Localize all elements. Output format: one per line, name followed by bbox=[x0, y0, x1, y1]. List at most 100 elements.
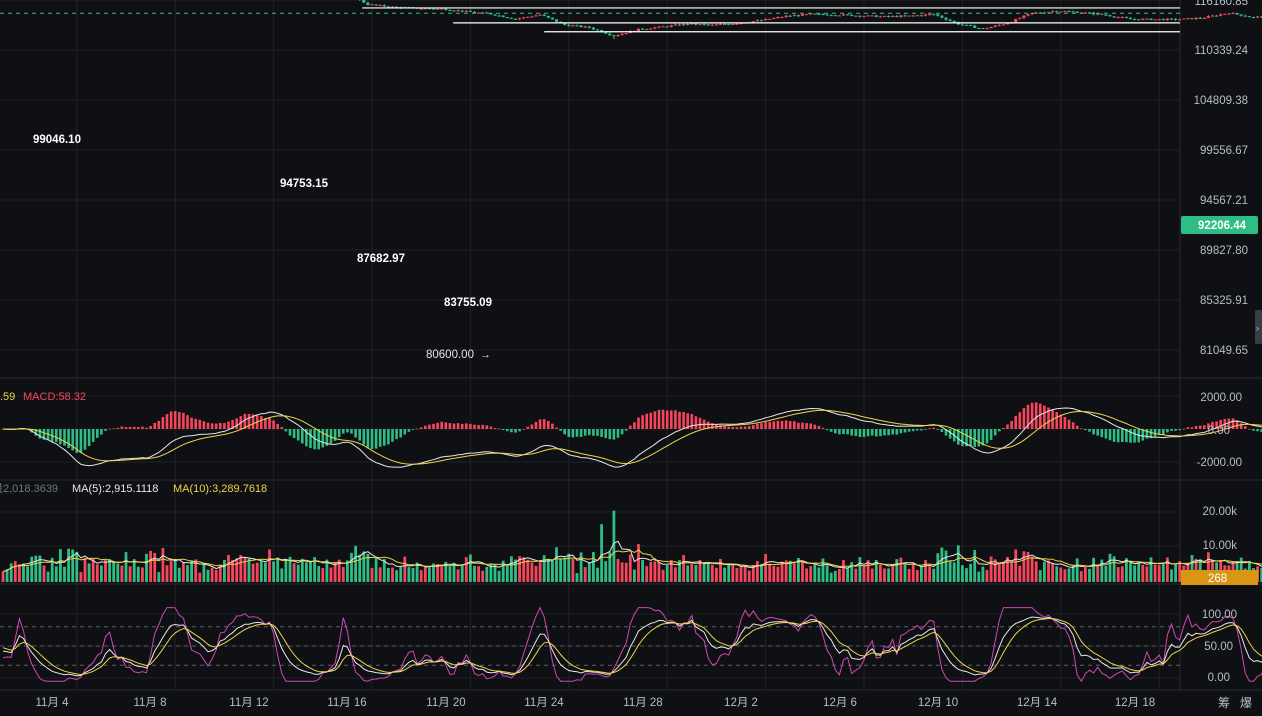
volume-bar bbox=[1059, 567, 1063, 582]
macd-histogram-bar bbox=[465, 423, 468, 429]
macd-histogram-bar bbox=[916, 429, 919, 431]
candle-body bbox=[370, 4, 374, 6]
macd-histogram-bar bbox=[309, 429, 312, 449]
volume-bar bbox=[280, 568, 284, 582]
volume-bar bbox=[928, 566, 931, 582]
candle-body bbox=[784, 15, 788, 18]
liquidation-icon[interactable]: 爆 bbox=[1240, 696, 1252, 710]
candle-body bbox=[1223, 13, 1227, 15]
price-axis-tick: 81049.65 bbox=[1200, 345, 1248, 357]
volume-bar bbox=[1149, 557, 1153, 582]
macd-histogram-bar bbox=[153, 422, 156, 429]
candle-body bbox=[928, 14, 932, 16]
macd-histogram-bar bbox=[809, 423, 812, 429]
volume-bar bbox=[1096, 564, 1100, 582]
macd-histogram-bar bbox=[522, 428, 525, 430]
candle-body bbox=[813, 13, 817, 15]
candle-body bbox=[497, 15, 501, 17]
candle-body bbox=[1128, 18, 1133, 20]
candle-body bbox=[882, 15, 887, 17]
volume-bar bbox=[1079, 571, 1083, 582]
candle-body bbox=[805, 14, 809, 16]
volume-bar bbox=[784, 560, 788, 582]
macd-histogram-bar bbox=[178, 412, 181, 429]
volume-bar bbox=[83, 557, 87, 582]
volume-bar bbox=[350, 552, 353, 582]
volume-bar bbox=[838, 569, 841, 582]
volume-bar bbox=[161, 547, 165, 582]
x-axis-tick: 12月 6 bbox=[823, 697, 857, 709]
chip-distribution-icon[interactable]: 筹 bbox=[1218, 696, 1230, 710]
macd-histogram-bar bbox=[694, 416, 698, 429]
volume-bar bbox=[833, 570, 837, 582]
macd-histogram-bar bbox=[305, 429, 308, 447]
macd-histogram-bar bbox=[657, 409, 661, 429]
volume-bar bbox=[866, 560, 870, 582]
volume-bar bbox=[702, 563, 706, 582]
side-panel-handle[interactable] bbox=[1255, 310, 1262, 344]
volume-bar bbox=[546, 558, 550, 582]
macd-histogram-bar bbox=[1055, 412, 1058, 429]
macd-histogram-bar bbox=[79, 429, 83, 453]
candle-body bbox=[858, 15, 862, 17]
volume-bar bbox=[587, 562, 591, 582]
candle-body bbox=[862, 16, 866, 18]
macd-histogram-bar bbox=[362, 429, 366, 445]
x-axis-tick: 11月 20 bbox=[426, 697, 465, 709]
volume-bar bbox=[407, 567, 411, 582]
candle-body bbox=[1260, 16, 1262, 18]
candle-body bbox=[677, 24, 682, 26]
volume-bar bbox=[284, 559, 288, 582]
macd-histogram-bar bbox=[1260, 429, 1262, 433]
macd-histogram-bar bbox=[780, 420, 784, 429]
macd-histogram-bar bbox=[214, 423, 218, 429]
volume-bar bbox=[387, 568, 390, 582]
volume-bar bbox=[477, 566, 480, 582]
macd-pane[interactable] bbox=[1, 402, 1262, 468]
macd-histogram-bar bbox=[169, 411, 173, 429]
volume-bar bbox=[747, 570, 751, 582]
candle-body bbox=[395, 6, 399, 8]
volume-bar bbox=[1141, 564, 1145, 582]
volume-bar bbox=[911, 563, 915, 582]
macd-axis-tick: 0.00 bbox=[1208, 425, 1230, 437]
kdj-pane[interactable] bbox=[0, 606, 1262, 683]
macd-histogram-bar bbox=[477, 425, 480, 429]
macd-histogram-bar bbox=[813, 424, 817, 429]
volume-bar bbox=[67, 548, 70, 582]
volume-bar bbox=[13, 561, 17, 582]
volume-pane[interactable] bbox=[1, 510, 1262, 582]
volume-bar bbox=[440, 565, 444, 582]
macd-histogram-bar bbox=[1215, 421, 1218, 429]
candle-body bbox=[817, 13, 821, 15]
volume-bar bbox=[1157, 565, 1161, 582]
volume-bar bbox=[899, 557, 903, 582]
candle-body bbox=[1005, 23, 1010, 25]
volume-bar bbox=[657, 562, 661, 582]
macd-histogram-bar bbox=[264, 418, 267, 429]
candle-body bbox=[694, 23, 698, 25]
volume-bar bbox=[358, 554, 362, 582]
candle-body bbox=[456, 10, 460, 12]
volume-bar bbox=[63, 566, 66, 582]
macd-histogram-bar bbox=[838, 429, 841, 435]
candle-body bbox=[1157, 19, 1161, 21]
volume-current-label: 268 bbox=[1208, 573, 1227, 585]
macd-histogram-bar bbox=[1239, 423, 1243, 429]
candle-body bbox=[636, 28, 641, 32]
macd-histogram-bar bbox=[460, 423, 464, 429]
macd-histogram-bar bbox=[944, 429, 948, 436]
price-pane[interactable] bbox=[0, 0, 1262, 40]
volume-bar bbox=[153, 552, 157, 582]
volume-bar bbox=[965, 568, 968, 582]
macd-histogram-bar bbox=[1149, 429, 1153, 439]
macd-histogram-bar bbox=[456, 423, 460, 429]
volume-bar bbox=[395, 570, 398, 582]
volume-bar bbox=[378, 567, 382, 582]
macd-histogram-bar bbox=[272, 420, 275, 429]
volume-bar bbox=[259, 561, 263, 582]
macd-histogram-bar bbox=[719, 424, 722, 429]
volume-bar bbox=[895, 559, 899, 582]
